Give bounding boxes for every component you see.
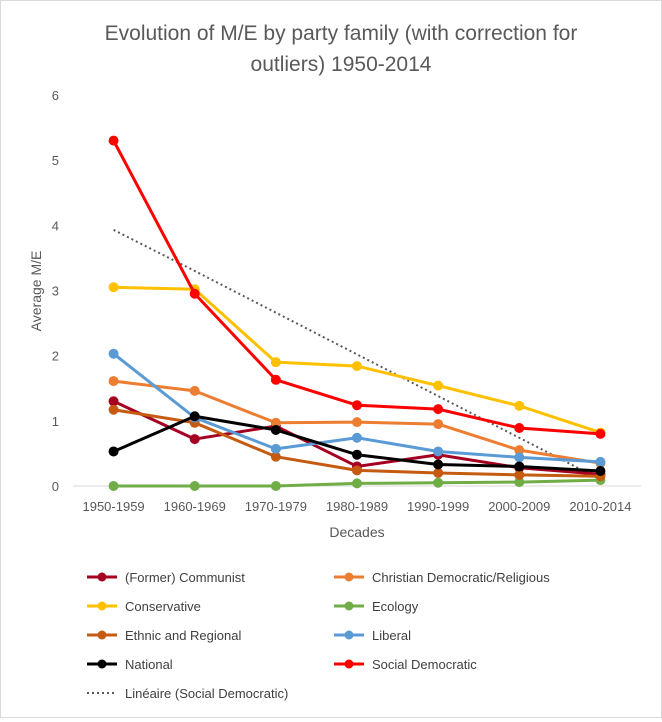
data-point <box>270 357 281 368</box>
legend-item-former-communist: (Former) Communist <box>87 570 245 585</box>
data-point <box>514 461 525 472</box>
data-point <box>270 443 281 454</box>
legend-label: Linéaire (Social Democratic) <box>125 686 288 701</box>
data-point <box>108 404 119 415</box>
data-point <box>189 434 200 445</box>
y-tick-label: 5 <box>52 153 59 168</box>
data-point <box>595 428 606 439</box>
legend-label: National <box>125 657 173 672</box>
data-point <box>352 432 362 443</box>
legend-marker <box>344 601 354 611</box>
y-axis-ticks: 0 1 2 3 4 5 6 <box>52 88 59 494</box>
series-social-democratic <box>108 135 606 439</box>
legend-label: Social Democratic <box>372 657 477 672</box>
data-point <box>514 400 525 411</box>
data-point <box>108 396 119 407</box>
series-national <box>108 411 606 477</box>
data-point <box>514 423 525 434</box>
y-axis-label: Average M/E <box>28 251 44 332</box>
data-point <box>595 456 606 467</box>
x-tick-label: 1980-1989 <box>326 499 388 514</box>
series-conservative <box>108 282 606 438</box>
data-point <box>108 135 119 146</box>
legend-marker <box>97 630 107 640</box>
x-axis-label: Decades <box>329 524 384 540</box>
legend-marker <box>97 601 107 611</box>
data-point <box>270 481 281 491</box>
x-axis-ticks: 1950-1959 1960-1969 1970-1979 1980-1989 1990… <box>82 499 631 514</box>
legend-item-national: National <box>87 657 173 672</box>
chart-title-line-1: Evolution of M/E by party family (with c… <box>105 22 578 45</box>
data-point <box>108 348 119 359</box>
x-tick-label: 1960-1969 <box>164 499 226 514</box>
legend-label: Ethnic and Regional <box>125 628 241 643</box>
data-point <box>270 374 281 385</box>
legend: (Former) Communist Christian Democratic/R… <box>87 570 550 701</box>
y-tick-label: 6 <box>52 88 59 103</box>
y-tick-label: 4 <box>52 218 59 233</box>
data-point <box>189 288 200 299</box>
data-point <box>352 361 362 372</box>
legend-label: Ecology <box>372 599 419 614</box>
data-point <box>433 459 444 470</box>
x-tick-label: 2000-2009 <box>488 499 550 514</box>
legend-label: Christian Democratic/Religious <box>372 570 550 585</box>
legend-item-conservative: Conservative <box>87 599 201 614</box>
y-tick-label: 0 <box>52 479 59 494</box>
y-tick-label: 2 <box>52 349 59 364</box>
data-point <box>189 385 200 396</box>
legend-marker <box>97 659 107 669</box>
data-point <box>352 449 362 460</box>
legend-marker <box>97 572 107 582</box>
data-point <box>352 478 362 489</box>
x-tick-label: 1970-1979 <box>245 499 307 514</box>
x-tick-label: 1950-1959 <box>82 499 144 514</box>
data-point <box>108 282 119 293</box>
data-point <box>433 446 444 457</box>
data-point <box>270 424 281 435</box>
data-point <box>108 481 119 491</box>
legend-item-christian-democratic-religious: Christian Democratic/Religious <box>334 570 550 585</box>
legend-item-ecology: Ecology <box>334 599 419 614</box>
data-point <box>433 419 444 430</box>
legend-item-ethnic-and-regional: Ethnic and Regional <box>87 628 241 643</box>
chart-title-line-2: outliers) 1950-2014 <box>251 53 432 76</box>
legend-marker <box>344 659 354 669</box>
legend-marker <box>344 572 354 582</box>
trendline-social-democratic <box>113 229 601 481</box>
data-point <box>108 376 119 387</box>
data-point <box>352 417 362 428</box>
data-point <box>352 465 362 476</box>
x-tick-label: 2010-2014 <box>569 499 631 514</box>
legend-label: (Former) Communist <box>125 570 245 585</box>
data-point <box>189 481 200 491</box>
legend-label: Liberal <box>372 628 411 643</box>
data-point <box>189 411 200 422</box>
data-point <box>595 466 606 477</box>
legend-marker <box>344 630 354 640</box>
data-point <box>352 400 362 411</box>
data-point <box>514 469 525 480</box>
legend-label: Conservative <box>125 599 201 614</box>
x-tick-label: 1990-1999 <box>407 499 469 514</box>
chart-title: Evolution of M/E by party family (with c… <box>105 22 578 76</box>
data-point <box>433 404 444 415</box>
legend-item-liberal: Liberal <box>334 628 411 643</box>
y-tick-label: 1 <box>52 414 59 429</box>
legend-item-social-democratic: Social Democratic <box>334 657 477 672</box>
series-layer <box>108 135 606 491</box>
data-point <box>108 446 119 457</box>
legend-item-trendline: Linéaire (Social Democratic) <box>87 686 288 701</box>
data-point <box>514 452 525 463</box>
y-tick-label: 3 <box>52 284 59 299</box>
series-ecology <box>108 475 606 491</box>
data-point <box>433 380 444 391</box>
data-point <box>433 477 444 488</box>
trendline-layer <box>113 229 601 481</box>
data-point <box>433 467 444 478</box>
